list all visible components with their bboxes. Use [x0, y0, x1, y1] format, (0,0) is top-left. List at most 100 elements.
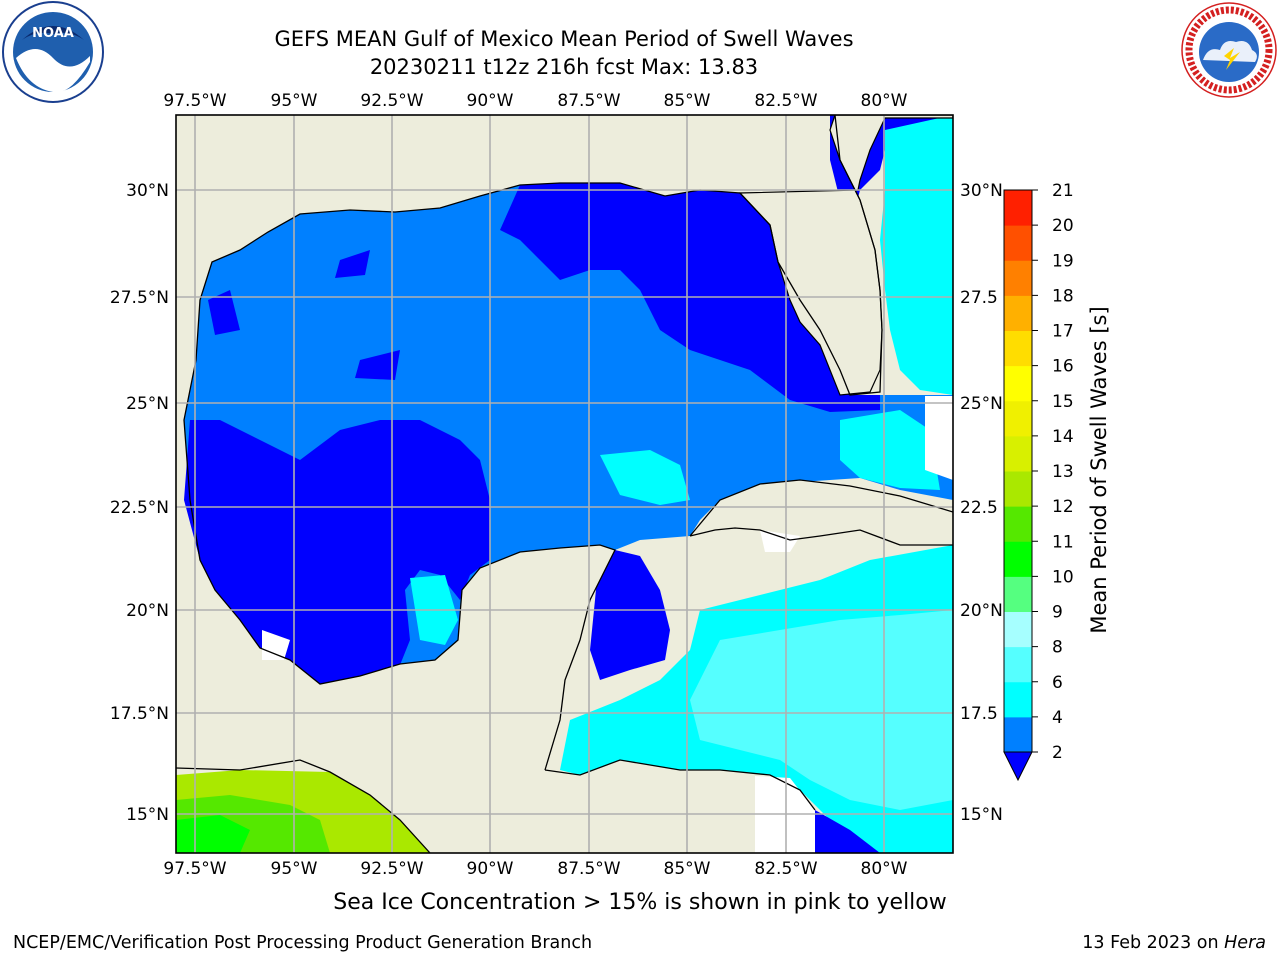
colorbar-tick-label: 8: [1052, 638, 1063, 658]
lon-tick-label: 90°W: [467, 91, 514, 111]
chart-title: GEFS MEAN Gulf of Mexico Mean Period of …: [274, 27, 854, 51]
lon-tick-label: 92.5°W: [360, 859, 423, 879]
deep-blue-spots: [208, 250, 400, 380]
deep-blue-yucatan: [590, 545, 670, 680]
colorbar-tick-label: 19: [1052, 251, 1074, 271]
lon-tick-label: 90°W: [467, 859, 514, 879]
colorbar-tick-label: 20: [1052, 216, 1074, 236]
colorbar-extend-arrow: [1003, 751, 1033, 782]
sea-ice-note: Sea Ice Concentration > 15% is shown in …: [333, 890, 947, 915]
lon-tick-label: 87.5°W: [557, 859, 620, 879]
colorbar-tick-label: 11: [1052, 532, 1074, 552]
lat-tick-label: 22.5°N: [110, 498, 169, 518]
colorbar-segment: [1004, 471, 1032, 507]
gulf-coastline: [183, 115, 883, 501]
lat-tick-label: 20°N: [960, 601, 1003, 621]
lon-tick-label: 82.5°W: [754, 91, 817, 111]
mask-bay-campeche: [262, 630, 290, 660]
lon-labels-top: 97.5°W 95°W 92.5°W 90°W 87.5°W 85°W 82.5…: [163, 91, 907, 111]
caribbean-deep-south: [815, 810, 880, 853]
colorbar: 2 4 6 8 9 10 11 12 13 14 15 16 17 18 19 20 21: [1003, 181, 1074, 782]
colorbar-segment: [1004, 190, 1032, 226]
lon-tick-label: 80°W: [861, 859, 908, 879]
nws-logo: [1181, 2, 1277, 98]
colorbar-tick-label: 4: [1052, 708, 1063, 728]
straits-cyan: [840, 410, 940, 490]
colorbar-segment: [1004, 576, 1032, 612]
colorbar-tick-label: 16: [1052, 357, 1074, 377]
lat-tick-label: 25°N: [960, 394, 1003, 414]
caribbean-light-cyan: [690, 610, 953, 810]
colorbar-segment: [1004, 295, 1032, 331]
colorbar-segment: [1004, 225, 1032, 261]
mexico-coastline: [189, 499, 616, 771]
lon-tick-label: 97.5°W: [163, 859, 226, 879]
colorbar-segment: [1004, 716, 1032, 753]
colorbar-segment: [1004, 541, 1032, 577]
colorbar-tick-label: 9: [1052, 603, 1063, 623]
colorbar-segment: [1004, 400, 1032, 437]
footer-credit: NCEP/EMC/Verification Post Processing Pr…: [13, 933, 593, 953]
colorbar-tick-label: 15: [1052, 392, 1074, 412]
colorbar-segment: [1004, 506, 1032, 542]
cuba-land: [690, 480, 953, 545]
lat-tick-label: 15°N: [126, 805, 169, 825]
colorbar-segment: [1004, 435, 1032, 472]
gulf-cyan-patch-2: [600, 450, 690, 505]
footer-date: 13 Feb 2023 on Hera: [1082, 933, 1266, 953]
noaa-logo-text: NOAA: [32, 26, 74, 41]
colorbar-tick-label: 12: [1052, 497, 1074, 517]
lon-tick-label: 85°W: [664, 91, 711, 111]
pacific-coastline: [176, 759, 431, 853]
colorbar-label: Mean Period of Swell Waves [s]: [1087, 306, 1111, 633]
lon-tick-label: 97.5°W: [163, 91, 226, 111]
colorbar-segment: [1004, 681, 1032, 718]
lon-tick-label: 95°W: [271, 859, 318, 879]
colorbar-segment: [1004, 646, 1032, 683]
lat-labels-right: 30°N 27.5 25°N 22.5 20°N 17.5 15°N: [960, 181, 1003, 825]
colorbar-tick-label: 14: [1052, 427, 1074, 447]
footer-host: Hera: [1224, 933, 1266, 953]
chart-subtitle: 20230211 t12z 216h fcst Max: 13.83: [369, 55, 759, 79]
graticule: [176, 115, 953, 853]
lon-tick-label: 85°W: [664, 859, 711, 879]
colorbar-tick-label: 10: [1052, 567, 1074, 587]
deep-blue-west: [184, 420, 490, 684]
map-frame: [175, 114, 954, 854]
colorbar-tick-label: 2: [1052, 743, 1063, 763]
footer-date-text: 13 Feb 2023 on: [1082, 933, 1225, 953]
lat-tick-label: 30°N: [960, 181, 1003, 201]
mask-keys: [925, 396, 953, 480]
cuba-coastline: [689, 479, 953, 546]
lon-labels-bottom: 97.5°W 95°W 92.5°W 90°W 87.5°W 85°W 82.5…: [163, 859, 907, 879]
lon-tick-label: 92.5°W: [360, 91, 423, 111]
lat-tick-label: 17.5°N: [110, 704, 169, 724]
colorbar-tick-label: 21: [1052, 181, 1074, 201]
colorbar-tick-label: 13: [1052, 462, 1074, 482]
noaa-logo: NOAA: [2, 1, 104, 103]
atlantic-cyan: [880, 115, 953, 395]
colorbar-segment: [1004, 365, 1032, 402]
colorbar-segment: [1004, 330, 1032, 367]
lat-tick-label: 30°N: [126, 181, 169, 201]
lat-tick-label: 20°N: [126, 601, 169, 621]
lon-tick-label: 80°W: [861, 91, 908, 111]
lon-tick-label: 95°W: [271, 91, 318, 111]
colorbar-tick-label: 6: [1052, 673, 1063, 693]
lat-tick-label: 27.5: [960, 288, 998, 308]
colorbar-segment: [1004, 260, 1032, 296]
lat-labels-left: 30°N 27.5°N 25°N 22.5°N 20°N 17.5°N 15°N: [110, 181, 169, 825]
lat-tick-label: 17.5: [960, 704, 998, 724]
lon-tick-label: 82.5°W: [754, 859, 817, 879]
central-america-land: [530, 760, 815, 853]
lon-tick-label: 87.5°W: [557, 91, 620, 111]
mask-cuba-south: [760, 530, 800, 552]
colorbar-tick-label: 18: [1052, 286, 1074, 306]
colorbar-segment: [1004, 611, 1032, 648]
lat-tick-label: 27.5°N: [110, 288, 169, 308]
central-america-coastline: [544, 759, 816, 811]
yucatan-land: [270, 545, 615, 853]
lat-tick-label: 15°N: [960, 805, 1003, 825]
lat-tick-label: 25°N: [126, 394, 169, 414]
